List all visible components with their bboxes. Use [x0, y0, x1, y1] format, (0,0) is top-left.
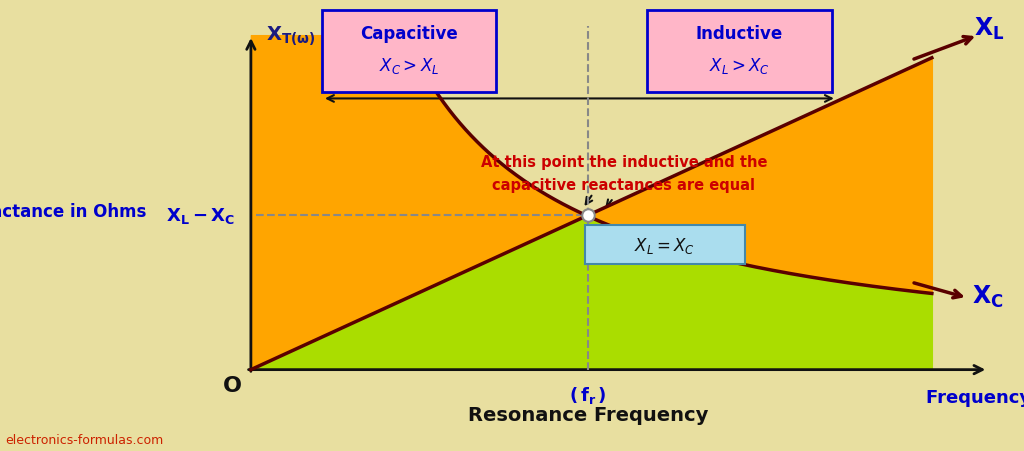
FancyBboxPatch shape	[585, 226, 744, 264]
Text: Inductive: Inductive	[695, 25, 783, 43]
Text: $X_L > X_C$: $X_L > X_C$	[709, 55, 770, 75]
FancyBboxPatch shape	[323, 11, 497, 92]
Text: $\mathbf{X_L}$: $\mathbf{X_L}$	[974, 16, 1005, 42]
Text: $\mathbf{(\,f_r\,)}$: $\mathbf{(\,f_r\,)}$	[569, 384, 607, 405]
Text: $\mathbf{X_C}$: $\mathbf{X_C}$	[973, 283, 1004, 309]
Text: O: O	[223, 376, 242, 396]
Text: $\mathbf{X_L - X_C}$: $\mathbf{X_L - X_C}$	[166, 206, 236, 226]
FancyBboxPatch shape	[647, 11, 831, 92]
Text: capacitive reactances are equal: capacitive reactances are equal	[493, 177, 756, 193]
Text: Reactance in Ohms: Reactance in Ohms	[0, 203, 146, 221]
Text: $X_C > X_L$: $X_C > X_L$	[379, 55, 439, 75]
Text: $X_L = X_C$: $X_L = X_C$	[634, 235, 695, 255]
Text: $\mathbf{X_{T(\omega)}}$: $\mathbf{X_{T(\omega)}}$	[266, 24, 315, 48]
Text: Resonance Frequency: Resonance Frequency	[468, 405, 709, 424]
Text: At this point the inductive and the: At this point the inductive and the	[480, 155, 767, 170]
Text: Frequency, f: Frequency, f	[926, 388, 1024, 406]
Text: electronics-formulas.com: electronics-formulas.com	[5, 433, 164, 446]
Text: Capacitive: Capacitive	[360, 25, 458, 43]
